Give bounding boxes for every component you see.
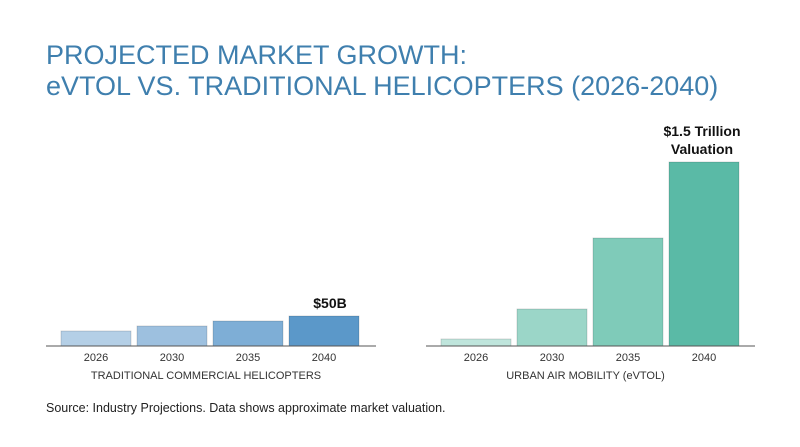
chart-title: PROJECTED MARKET GROWTH: eVTOL VS. TRADI… <box>46 40 718 102</box>
uam-bar-2030 <box>516 308 588 347</box>
chart-title-line-2: eVTOL VS. TRADITIONAL HELICOPTERS (2026-… <box>46 71 719 101</box>
uam-tick-label-2040: 2040 <box>692 352 716 364</box>
uam-bar-2026 <box>440 338 512 347</box>
chart-traditional-helicopters: 2026 2030 2035 2040 TRADITIONAL COMMERCIAL H… <box>46 295 376 382</box>
traditional-tick-label-2026: 2026 <box>84 352 108 364</box>
uam-axis-label: URBAN AIR MOBILITY (eVTOL) <box>506 370 665 382</box>
uam-tick-label-2026: 2026 <box>464 352 488 364</box>
traditional-bar-2030 <box>136 325 208 347</box>
traditional-bar-2035 <box>212 320 284 347</box>
chart-title-line-1: PROJECTED MARKET GROWTH: <box>46 40 468 70</box>
uam-bar-2040 <box>668 161 740 347</box>
uam-value-annotation-line-1: $1.5 Trillion <box>663 123 740 139</box>
traditional-tick-label-2040: 2040 <box>312 352 336 364</box>
uam-bar-2035 <box>592 237 664 347</box>
traditional-bar-2026 <box>60 330 132 347</box>
traditional-axis-label: TRADITIONAL COMMERCIAL HELICOPTERS <box>91 370 321 382</box>
source-note: Source: Industry Projections. Data shows… <box>46 401 446 415</box>
chart-urban-air-mobility: 2026 2030 2035 2040 URBAN AIR MOBILITY (eVTO… <box>426 123 755 382</box>
traditional-tick-label-2030: 2030 <box>160 352 184 364</box>
uam-tick-label-2035: 2035 <box>616 352 640 364</box>
traditional-bar-2040 <box>288 315 360 347</box>
traditional-tick-label-2035: 2035 <box>236 352 260 364</box>
uam-value-annotation-line-2: Valuation <box>671 141 733 157</box>
uam-tick-label-2030: 2030 <box>540 352 564 364</box>
traditional-value-annotation: $50B <box>313 295 346 311</box>
